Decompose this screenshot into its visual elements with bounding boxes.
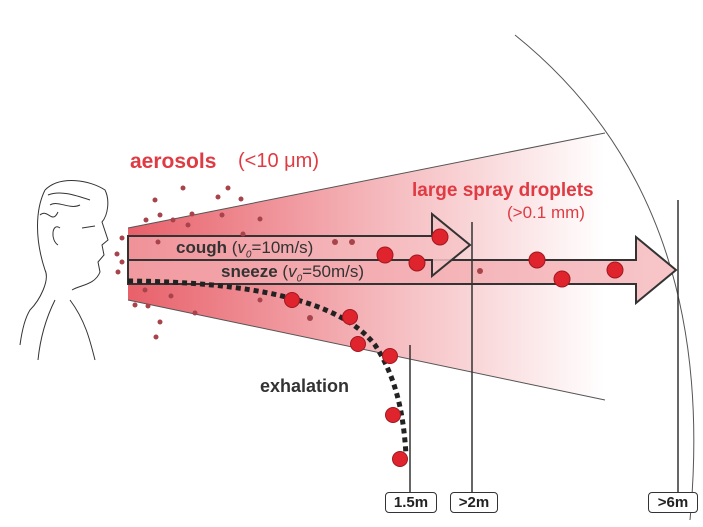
cough-label: cough (v0=10m/s)	[176, 238, 314, 261]
aerosols-label: aerosols	[130, 150, 217, 173]
person-head-icon	[19, 180, 109, 361]
distance-label-1-5m: 1.5m	[385, 492, 437, 513]
cough-arrow	[127, 211, 472, 279]
sneeze-label: sneeze (v0=50m/s)	[221, 262, 365, 285]
large-droplets-size-label: (>0.1 mm)	[507, 203, 585, 222]
exhalation-path	[127, 278, 409, 456]
distance-label-6m: >6m	[648, 492, 698, 513]
exhalation-label: exhalation	[260, 376, 350, 396]
aerosol-dots	[114, 185, 483, 340]
distance-label-2m: >2m	[450, 492, 498, 513]
aerosols-size-label: (<10 μm)	[238, 150, 319, 172]
large-droplets	[284, 228, 624, 467]
range-arc	[514, 34, 695, 521]
large-droplets-label: large spray droplets	[412, 180, 594, 201]
